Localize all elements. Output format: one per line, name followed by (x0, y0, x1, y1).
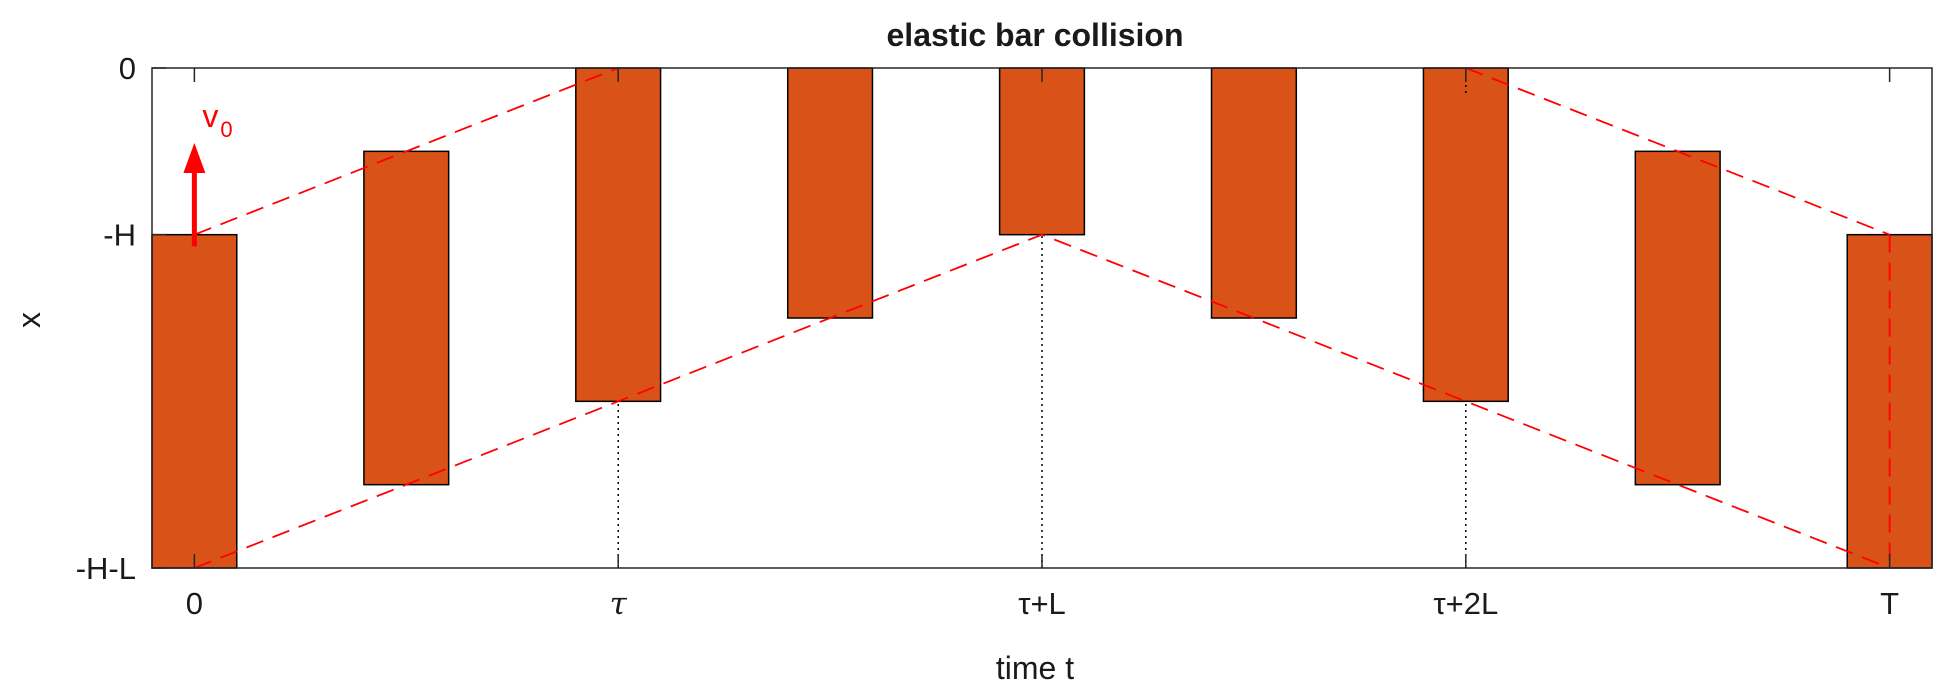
x-tick-tau: τ (610, 586, 628, 622)
x-tick-0: 0 (186, 586, 203, 621)
bar-4 (998, 67, 1086, 236)
bar-1 (363, 150, 450, 486)
bar-5 (1210, 67, 1298, 319)
x-tick-labels: 0 τ τ+L τ+2L T (186, 586, 1899, 622)
velocity-arrow: v0 (183, 98, 233, 247)
dashed-guide-0 (194, 67, 619, 236)
chart-title: elastic bar collision (887, 17, 1184, 53)
y-tick-labels: 0 -H -H-L (76, 51, 136, 586)
y-tick-minus-h-minus-l: -H-L (76, 551, 136, 586)
velocity-label-main: v (202, 98, 218, 134)
velocity-label: v0 (202, 98, 232, 142)
bar-0 (151, 233, 238, 569)
dashed-guide-2 (1465, 67, 1890, 236)
y-tick-marks (152, 67, 166, 569)
x-tick-marks (193, 68, 1891, 568)
bar-2 (575, 67, 662, 403)
x-tick-tau-plus-l: τ+L (1018, 586, 1066, 621)
x-tick-t: T (1880, 586, 1899, 621)
x-axis-label: time t (996, 650, 1074, 686)
velocity-arrow-head (183, 143, 206, 173)
bar-3 (786, 67, 874, 319)
dashed-guides-layer (194, 67, 1891, 569)
bar-6 (1422, 67, 1509, 403)
bar-7 (1634, 150, 1721, 486)
x-tick-tau-plus-2l: τ+2L (1433, 586, 1498, 621)
y-axis-label: x (11, 312, 47, 328)
velocity-label-subscript: 0 (220, 117, 232, 142)
dashed-guide-1 (194, 233, 1890, 569)
y-tick-minus-h: -H (103, 218, 136, 253)
y-tick-0: 0 (119, 51, 136, 86)
